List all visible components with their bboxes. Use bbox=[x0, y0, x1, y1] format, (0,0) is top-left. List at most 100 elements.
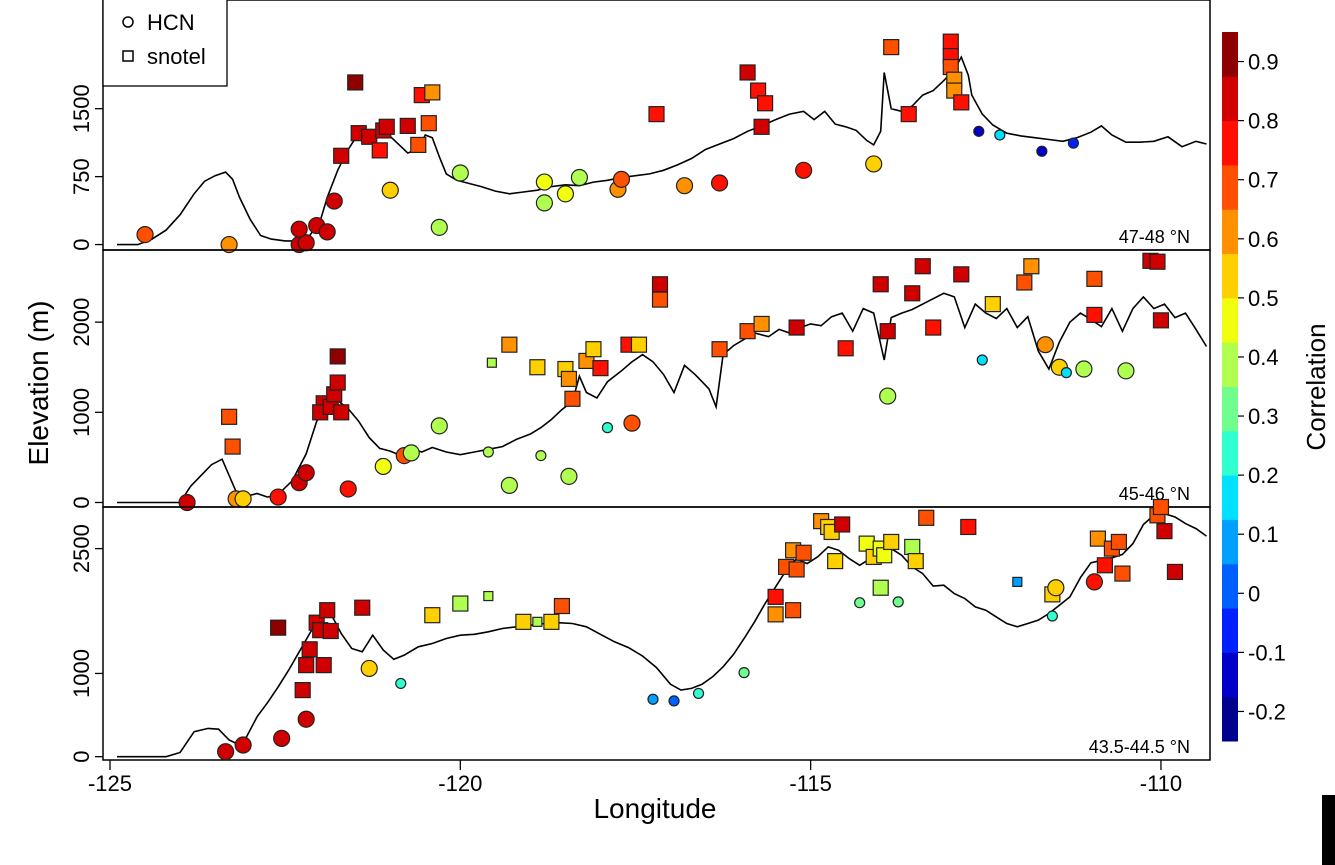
y-tick-label: 1000 bbox=[69, 388, 94, 437]
x-tick-label: -115 bbox=[789, 771, 831, 796]
black-edge-bar bbox=[1322, 795, 1335, 865]
snotel-point bbox=[1166, 563, 1184, 581]
hcn-point bbox=[318, 223, 336, 241]
snotel-point bbox=[315, 657, 332, 674]
y-tick-label: 0 bbox=[69, 238, 94, 250]
snotel-point bbox=[795, 544, 812, 561]
snotel-point bbox=[788, 561, 805, 578]
snotel-point bbox=[785, 602, 802, 619]
snotel-point bbox=[371, 142, 388, 159]
snotel-point bbox=[553, 597, 571, 615]
snotel-point bbox=[904, 285, 921, 302]
hcn-point bbox=[865, 155, 883, 173]
snotel-point bbox=[872, 579, 889, 596]
hcn-point bbox=[339, 480, 357, 498]
snotel-point bbox=[515, 613, 532, 630]
hcn-point bbox=[269, 488, 287, 506]
x-axis-title: Longitude bbox=[593, 793, 716, 824]
snotel-point bbox=[953, 266, 970, 283]
colorbar-tick-label: 0.2 bbox=[1248, 463, 1279, 488]
hcn-point bbox=[500, 476, 518, 494]
snotel-point bbox=[592, 360, 609, 377]
y-tick-label: 1500 bbox=[69, 84, 94, 133]
snotel-point bbox=[651, 291, 669, 308]
colorbar-tick-label: 0.4 bbox=[1248, 345, 1279, 370]
snotel-point bbox=[1152, 312, 1170, 329]
y-tick-label: 750 bbox=[69, 158, 94, 195]
snotel-point bbox=[333, 147, 350, 164]
snotel-point bbox=[424, 84, 441, 101]
hcn-point bbox=[1117, 362, 1135, 380]
hcn-point bbox=[738, 667, 750, 679]
hcn-point bbox=[374, 457, 392, 476]
snotel-point bbox=[753, 118, 770, 135]
hcn-point bbox=[668, 695, 680, 707]
hcn-point bbox=[675, 177, 694, 195]
snotel-point bbox=[270, 619, 287, 636]
colorbar-tick-label: -0.1 bbox=[1248, 640, 1286, 665]
snotel-point bbox=[1086, 270, 1103, 287]
snotel-point bbox=[399, 117, 416, 135]
y-tick-label: 2500 bbox=[69, 524, 94, 573]
colorbar-tick-label: 0.7 bbox=[1248, 168, 1279, 193]
colorbar-tick-label: 0 bbox=[1248, 581, 1260, 606]
hcn-point bbox=[430, 417, 448, 435]
snotel-point bbox=[221, 408, 238, 425]
hcn-point bbox=[1085, 573, 1103, 591]
y-tick-label: 1000 bbox=[69, 649, 94, 698]
snotel-point bbox=[879, 323, 896, 340]
colorbar-segment bbox=[1222, 120, 1238, 166]
legend-square-symbol bbox=[122, 50, 134, 62]
snotel-point bbox=[1086, 306, 1103, 324]
y-axis-title: Elevation (m) bbox=[23, 301, 54, 466]
hcn-point bbox=[381, 181, 399, 199]
elevation-profile bbox=[117, 292, 1208, 504]
snotel-point bbox=[767, 588, 784, 605]
hcn-point bbox=[1036, 336, 1054, 354]
y-tick-label: 2000 bbox=[69, 298, 94, 347]
colorbar-segment bbox=[1222, 342, 1238, 387]
colorbar-segment bbox=[1222, 32, 1238, 77]
snotel-point bbox=[739, 64, 756, 81]
colorbar-segment bbox=[1222, 386, 1238, 432]
snotel-point bbox=[486, 357, 497, 368]
snotel-point bbox=[301, 641, 318, 658]
hcn-point bbox=[220, 235, 238, 254]
snotel-point bbox=[918, 509, 935, 526]
snotel-point bbox=[1114, 565, 1131, 582]
hcn-point bbox=[297, 710, 315, 728]
y-tick-label: 0 bbox=[69, 751, 94, 763]
legend-entry-label: snotel bbox=[147, 44, 206, 69]
hcn-point bbox=[892, 596, 904, 608]
snotel-point bbox=[1089, 530, 1106, 547]
snotel-point bbox=[827, 552, 844, 570]
hcn-point bbox=[535, 450, 547, 462]
snotel-point bbox=[953, 94, 970, 111]
hcn-point bbox=[710, 174, 729, 192]
hcn-point bbox=[297, 464, 315, 482]
hcn-point bbox=[273, 729, 291, 747]
snotel-point bbox=[361, 128, 378, 145]
x-tick-label: -110 bbox=[1140, 771, 1182, 796]
snotel-point bbox=[711, 341, 728, 358]
hcn-point bbox=[570, 168, 589, 187]
snotel-point bbox=[410, 136, 427, 154]
hcn-point bbox=[1067, 137, 1079, 149]
hcn-point bbox=[234, 490, 252, 508]
snotel-point bbox=[960, 518, 977, 536]
snotel-point bbox=[585, 341, 602, 358]
snotel-point bbox=[501, 336, 518, 353]
snotel-point bbox=[543, 613, 560, 630]
snotel-point bbox=[564, 390, 581, 407]
hcn-point bbox=[647, 693, 659, 705]
colorbar-segment bbox=[1222, 209, 1238, 255]
snotel-point bbox=[1149, 253, 1166, 270]
colorbar-tick-label: 0.3 bbox=[1248, 404, 1279, 429]
panel-3: 0 1000 2500 43.5-44.5 °N bbox=[69, 498, 1211, 763]
snotel-point bbox=[914, 258, 931, 275]
hcn-point bbox=[1046, 610, 1058, 622]
snotel-point bbox=[347, 74, 364, 91]
colorbar-segment bbox=[1222, 253, 1238, 299]
hcn-point bbox=[854, 597, 866, 609]
